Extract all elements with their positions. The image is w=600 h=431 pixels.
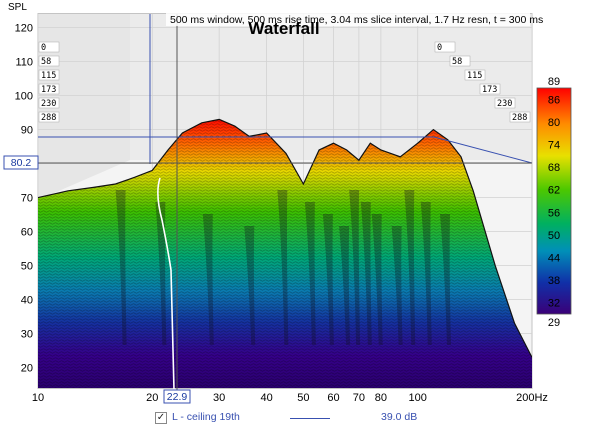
colorbar-min-label: 29 xyxy=(548,317,560,329)
time-label: 288 xyxy=(512,113,527,123)
decay-valley xyxy=(202,214,214,345)
front-slice-marker xyxy=(157,177,175,391)
time-label-box xyxy=(38,41,60,53)
colorbar-ticks: 86 80 74 68 62 56 50 44 38 32 xyxy=(548,94,560,309)
chart-subtitle: 500 ms window, 500 ms rise time, 3.04 ms… xyxy=(170,14,543,26)
time-label: 173 xyxy=(482,85,497,95)
decay-valley xyxy=(439,214,451,345)
legend: ✓ L - ceiling 19th 39.0 dB xyxy=(0,410,600,428)
colorbar-tick-label: 68 xyxy=(548,162,560,174)
x-tick-label: 20 xyxy=(146,392,158,404)
colorbar-tick-label: 74 xyxy=(548,140,560,152)
decay-valley xyxy=(155,202,167,345)
decay-valley xyxy=(360,202,372,345)
legend-value: 39.0 dB xyxy=(381,411,418,423)
time-label: 230 xyxy=(497,99,512,109)
chart-title: Waterfall xyxy=(248,19,319,38)
side-wall xyxy=(38,14,130,200)
decay-valley xyxy=(339,226,351,345)
time-label: 173 xyxy=(41,85,56,95)
time-label: 288 xyxy=(41,113,56,123)
y-cursor-readout-box xyxy=(3,155,39,170)
y-tick-label: 60 xyxy=(21,227,33,239)
time-label-box xyxy=(434,41,456,53)
x-tick-label: 80 xyxy=(375,392,387,404)
decay-valley xyxy=(371,214,383,345)
decay-valley xyxy=(391,226,403,345)
y-tick-label: 110 xyxy=(15,57,33,69)
time-label: 115 xyxy=(467,71,482,81)
colorbar-tick-label: 80 xyxy=(548,117,560,129)
y-tick-label: 120 xyxy=(15,23,33,35)
decay-valley xyxy=(404,190,416,345)
y-tick-label: 30 xyxy=(21,329,33,341)
y-tick-label: 100 xyxy=(15,91,33,103)
y-cursor-readout: 80.2 xyxy=(11,157,32,169)
time-label-box xyxy=(38,69,60,81)
decay-valley xyxy=(420,202,432,345)
time-label-box xyxy=(494,97,516,109)
y-tick-label: 40 xyxy=(21,295,33,307)
time-label-box xyxy=(38,83,60,95)
decay-valley xyxy=(349,190,361,345)
y-tick-label: 70 xyxy=(21,193,33,205)
x-tick-label: 30 xyxy=(213,392,225,404)
decay-valley xyxy=(277,190,289,345)
legend-checkbox[interactable]: ✓ xyxy=(155,412,167,424)
time-label: 58 xyxy=(452,57,462,67)
time-labels-left: 0 58 115 173 230 288 xyxy=(38,41,60,123)
decay-valley xyxy=(322,214,334,345)
back-wall xyxy=(130,14,532,160)
colorbar xyxy=(536,87,572,315)
colorbar-tick-label: 38 xyxy=(548,275,560,287)
time-label: 115 xyxy=(41,71,56,81)
colorbar-max-label: 89 xyxy=(548,76,560,88)
y-axis-ticks: 2030405060708090100110120 xyxy=(15,23,33,375)
time-label-box xyxy=(38,97,60,109)
colorbar-tick-label: 56 xyxy=(548,207,560,219)
colorbar-tick-label: 86 xyxy=(548,94,560,106)
time-label-box xyxy=(38,55,60,67)
x-axis-ticks: 10 20 30 40 50 60 70 80 100 200Hz xyxy=(32,392,548,404)
x-tick-label: 40 xyxy=(260,392,272,404)
x-tick-label: 50 xyxy=(297,392,309,404)
time-label-box xyxy=(509,111,531,123)
x-cursor-readout-box xyxy=(163,389,191,404)
colorbar-tick-label: 44 xyxy=(548,253,560,265)
time-label: 58 xyxy=(41,57,51,67)
time-label-box xyxy=(479,83,501,95)
x-tick-label: 10 xyxy=(32,392,44,404)
colorbar-tick-label: 32 xyxy=(548,298,560,310)
time-label: 0 xyxy=(41,43,46,53)
legend-series-label: L - ceiling 19th xyxy=(172,411,240,423)
x-tick-label: 60 xyxy=(327,392,339,404)
y-tick-label: 50 xyxy=(21,261,33,273)
y-axis-label: SPL xyxy=(8,2,27,13)
colorbar-tick-label: 62 xyxy=(548,185,560,197)
decay-valley xyxy=(115,190,127,345)
x-cursor-readout: 22.9 xyxy=(167,391,188,403)
decay-valley xyxy=(304,202,316,345)
y-tick-label: 20 xyxy=(21,363,33,375)
legend-line-swatch xyxy=(290,418,330,419)
y-tick-label: 90 xyxy=(21,125,33,137)
decay-valley xyxy=(244,226,256,345)
time-label-box xyxy=(464,69,486,81)
time-label: 230 xyxy=(41,99,56,109)
time-label-box xyxy=(449,55,471,67)
colorbar-tick-label: 50 xyxy=(548,230,560,242)
x-tick-label: 200Hz xyxy=(516,392,548,404)
cursor-perspective-line xyxy=(433,136,533,164)
x-tick-label: 100 xyxy=(409,392,427,404)
time-label-box xyxy=(38,111,60,123)
time-label: 0 xyxy=(437,43,442,53)
waterfall-surface xyxy=(38,118,532,388)
x-tick-label: 70 xyxy=(353,392,365,404)
